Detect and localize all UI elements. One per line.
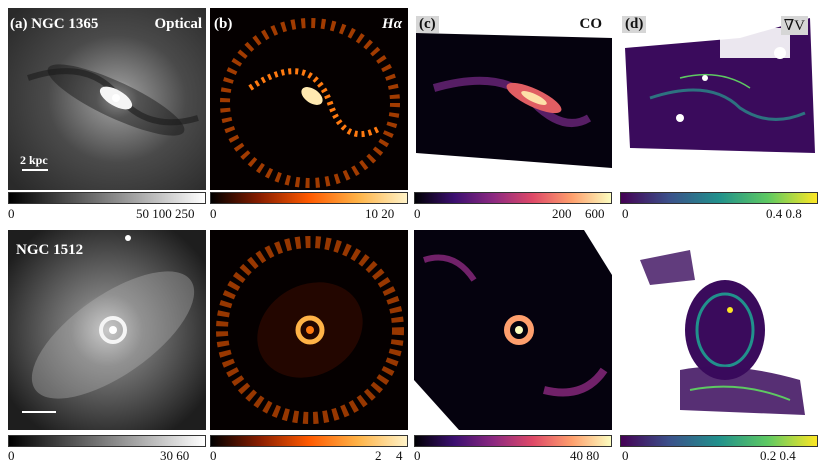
- scale-bar: [22, 411, 56, 413]
- tick-label: 0: [210, 206, 217, 221]
- panel-letter-d: (d): [622, 16, 647, 33]
- colorbar-co-ngc1512: [414, 435, 612, 447]
- tick-label: 0: [414, 206, 421, 221]
- tick-label: 40 80: [570, 448, 600, 463]
- tick-label: 600: [585, 206, 605, 221]
- vgrad-image-ngc1512: [640, 250, 805, 415]
- colorbar-halpha-ngc1365: [210, 192, 408, 204]
- tick-label: 0: [210, 448, 217, 463]
- panel-label-a: (a) NGC 1365: [10, 16, 99, 32]
- galaxy-name-ngc1512: NGC 1512: [16, 242, 84, 258]
- tick-label: 0: [622, 448, 629, 463]
- co-image-ngc1365: [416, 33, 612, 168]
- tick-label: 2: [375, 448, 382, 463]
- panel-halpha-ngc1512: [210, 230, 408, 430]
- panel-letter-c: (c): [416, 16, 439, 33]
- colorbar-optical-ngc1365: [8, 192, 206, 204]
- panel-optical-ngc1512: NGC 1512: [8, 230, 206, 430]
- tick-label: 4: [396, 448, 403, 463]
- tick-label: 30 60: [160, 448, 190, 463]
- tick-label: 0.2 0.4: [760, 448, 796, 463]
- panel-title-halpha: Hα: [382, 16, 402, 32]
- tick-label: 0: [622, 206, 629, 221]
- halpha-image-ngc1365: [210, 8, 408, 190]
- panel-co-ngc1512: [414, 230, 612, 430]
- panel-co-ngc1365: (c) CO: [414, 8, 612, 190]
- colorbar-co-ngc1365: [414, 192, 612, 204]
- colorbar-halpha-ngc1512: [210, 435, 408, 447]
- panel-title-co: CO: [579, 16, 603, 32]
- halpha-image-ngc1512: [210, 230, 408, 430]
- tick-label: 50 100 250: [136, 206, 195, 221]
- co-image-ngc1512: [414, 230, 612, 430]
- panel-title-vgrad: ∇V: [780, 16, 808, 35]
- optical-image-ngc1512: [8, 230, 206, 430]
- colorbar-vgrad-ngc1365: [620, 192, 818, 204]
- optical-image-ngc1365: [8, 8, 206, 190]
- vgrad-image-ngc1365: [625, 18, 815, 153]
- scale-label: 2 kpc: [20, 153, 48, 167]
- colorbar-optical-ngc1512: [8, 435, 206, 447]
- tick-label: 0.4 0.8: [766, 206, 802, 221]
- tick-label: 200: [552, 206, 572, 221]
- colorbar-vgrad-ngc1512: [620, 435, 818, 447]
- panel-letter-b: (b): [214, 16, 233, 32]
- tick-label: 0: [8, 206, 15, 221]
- panel-vgrad-ngc1365: (d) ∇V: [620, 8, 818, 190]
- tick-label: 0: [8, 448, 15, 463]
- panel-vgrad-ngc1512: [620, 230, 818, 430]
- panel-title-optical: Optical: [154, 16, 203, 32]
- tick-label: 0: [414, 448, 421, 463]
- panel-halpha-ngc1365: (b) Hα: [210, 8, 408, 190]
- scale-bar: [22, 169, 48, 171]
- tick-label: 10 20: [365, 206, 395, 221]
- panel-optical-ngc1365: (a) NGC 1365 Optical 2 kpc: [8, 8, 206, 190]
